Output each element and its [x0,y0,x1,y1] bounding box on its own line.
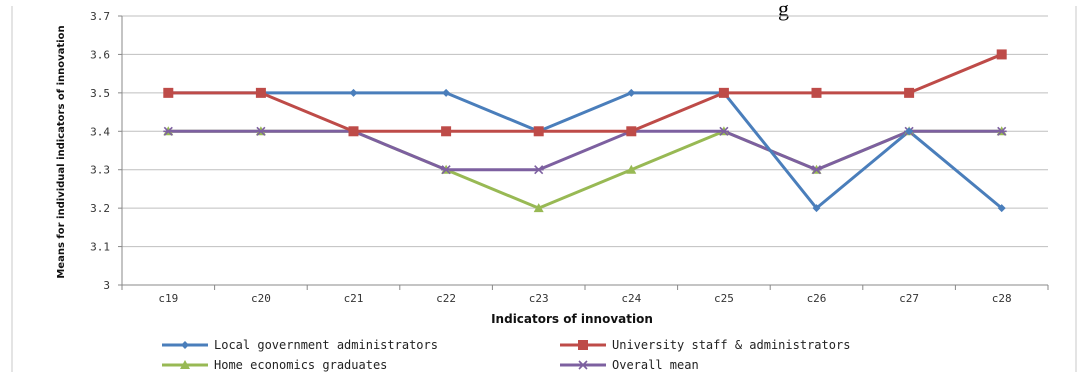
data-point [533,126,544,137]
series-line [168,91,1003,210]
y-tick-label: 3.1 [90,241,110,254]
y-tick-label: 3.6 [90,48,110,61]
data-point [533,203,544,213]
data-point [811,165,822,175]
data-point [348,126,359,137]
data-point [163,87,174,98]
x-tick-label: c26 [807,292,827,305]
data-point [997,204,1006,213]
data-point [811,87,822,98]
data-point [626,164,637,174]
series-lines [168,53,1003,210]
x-tick-label: c21 [344,292,364,305]
legend-swatch-marker [180,360,190,369]
data-point [441,165,452,175]
x-tick-label: c19 [158,292,178,305]
y-tick-label: 3.3 [90,164,110,177]
data-point [996,126,1007,136]
x-tick-label: c24 [621,292,641,305]
legend-swatch-marker [181,341,189,349]
legend-label: University staff & administrators [612,338,850,352]
y-axis-title: Means for individual indicators of innov… [56,25,67,278]
x-tick-label: c23 [529,292,549,305]
y-tick-label: 3 [103,279,110,292]
y-tick-label: 3.7 [90,10,110,23]
y-tick-label: 3.5 [90,87,110,100]
data-point [718,126,729,136]
axes: 3 3.1 3.2 3.3 3.4 3.5 3.6 3.7 c19 c20 c21 c22 c23 c24… [90,10,1049,305]
legend: Local government administrators Universit… [162,338,850,372]
x-tick-label: c28 [992,292,1012,305]
data-point [441,126,452,137]
x-tick-label: c25 [714,292,734,305]
legend-swatch-marker [578,340,588,350]
x-axis-title: Indicators of innovation [491,312,653,326]
legend-label: Overall mean [612,358,699,372]
data-point [996,49,1007,60]
data-point [904,87,915,98]
data-point [905,127,914,136]
legend-label: Home economics graduates [214,358,387,372]
x-tick-label: c27 [899,292,919,305]
data-point [627,88,636,97]
y-tick-label: 3.2 [90,202,110,215]
x-tick-label: c20 [251,292,271,305]
series-line [168,129,1002,172]
legend-swatch-marker [578,360,588,370]
data-point [442,88,451,97]
data-point [533,165,544,175]
legend-label: Local government administrators [214,338,438,352]
data-point [718,87,729,98]
data-point [255,126,266,136]
series-line [168,53,1003,133]
series-markers [163,49,1007,213]
data-point [812,204,821,213]
y-tick-label: 3.4 [90,125,110,138]
chart-title: g [778,0,789,21]
x-tick-label: c22 [436,292,456,305]
data-point [163,126,174,136]
data-point [349,88,358,97]
data-point [255,87,266,98]
data-point [626,126,637,137]
